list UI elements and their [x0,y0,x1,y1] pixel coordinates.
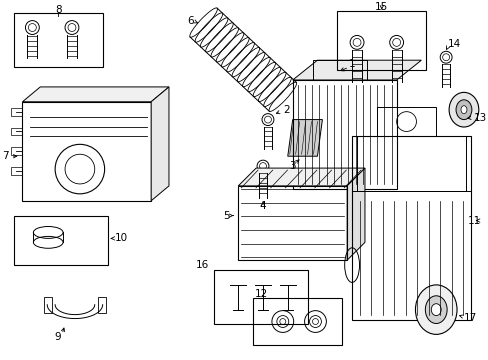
Ellipse shape [448,93,478,127]
Text: 5: 5 [223,211,229,221]
Text: 1: 1 [348,59,355,69]
Bar [14,13,102,67]
Bar [22,102,151,201]
Bar [11,147,22,155]
Text: 2: 2 [282,105,289,115]
Polygon shape [22,87,169,102]
Text: 3: 3 [289,161,295,171]
Bar [238,186,346,260]
Bar [253,298,342,345]
Bar [11,108,22,116]
Text: 16: 16 [195,260,208,270]
Bar [11,167,22,175]
Text: 14: 14 [447,39,461,49]
Bar [11,127,22,135]
Bar [356,136,465,191]
Bar [376,107,435,136]
Text: 12: 12 [255,289,268,299]
Ellipse shape [455,100,471,120]
Bar [44,297,52,312]
Bar [98,297,105,312]
Text: 10: 10 [114,233,127,243]
Ellipse shape [460,106,466,114]
Bar [337,11,426,70]
Text: 13: 13 [473,113,486,123]
Text: 7: 7 [2,151,9,161]
Ellipse shape [425,296,446,324]
Text: 9: 9 [55,332,61,342]
Bar [213,270,307,324]
Text: 15: 15 [374,2,387,12]
Polygon shape [238,168,364,186]
Text: 17: 17 [463,312,476,323]
Polygon shape [292,60,421,80]
Text: 6: 6 [187,15,194,26]
Bar [312,60,366,80]
Text: 8: 8 [55,5,61,15]
Polygon shape [346,168,364,260]
Ellipse shape [415,285,456,334]
Polygon shape [287,120,322,156]
Polygon shape [151,87,169,201]
Bar [351,136,470,320]
Ellipse shape [430,304,440,316]
Bar [292,80,396,189]
Bar [14,216,107,265]
Text: 4: 4 [259,201,266,211]
Text: 11: 11 [467,216,480,226]
